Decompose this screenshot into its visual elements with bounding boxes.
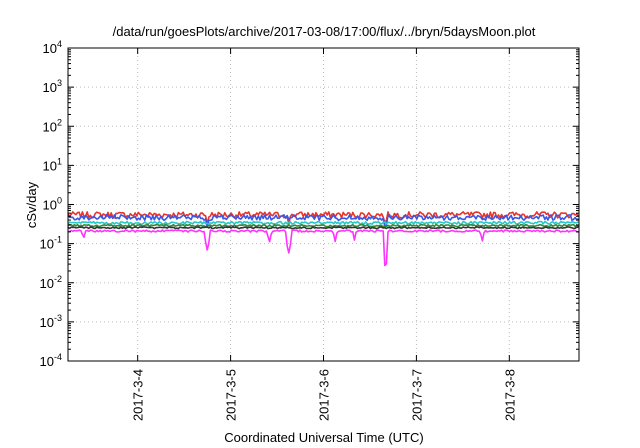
series-line <box>67 220 579 225</box>
x-tick-label: 2017-3-7 <box>409 369 424 421</box>
chart-title: /data/run/goesPlots/archive/2017-03-08/1… <box>113 24 536 39</box>
y-tick-label: 10-2 <box>40 274 62 291</box>
series-line <box>67 229 579 267</box>
y-tick-label: 10-3 <box>40 313 62 330</box>
y-tick-label: 103 <box>43 78 62 95</box>
x-tick-label: 2017-3-4 <box>131 369 146 421</box>
y-tick-exponent: 2 <box>57 117 62 127</box>
series-line <box>67 214 579 228</box>
y-tick-exponent: 3 <box>57 78 62 88</box>
y-tick-exponent: 1 <box>57 156 62 166</box>
y-tick-exponent: 4 <box>57 39 62 49</box>
x-tick-label: 2017-3-8 <box>502 369 517 421</box>
series-group <box>67 211 580 267</box>
y-tick-label: 101 <box>43 156 62 173</box>
series-line <box>67 211 580 225</box>
y-tick-exponent: 0 <box>57 196 62 206</box>
x-tick-label: 2017-3-6 <box>317 369 332 421</box>
series-line <box>67 223 579 228</box>
y-tick-label: 10-4 <box>40 352 62 369</box>
y-tick-exponent: -3 <box>54 313 62 323</box>
series-line <box>67 226 579 230</box>
y-tick-exponent: -2 <box>54 274 62 284</box>
y-tick-exponent: -4 <box>54 352 62 362</box>
y-axis-label: cSv/day <box>24 181 39 228</box>
x-tick-label: 2017-3-5 <box>224 369 239 421</box>
x-axis-label: Coordinated Universal Time (UTC) <box>224 430 423 445</box>
y-tick-exponent: -1 <box>54 235 62 245</box>
y-tick-label: 100 <box>43 196 62 213</box>
x-ticks: 2017-3-4 2017-3-5 2017-3-6 2017-3-7 2017-3-8 <box>131 48 517 421</box>
y-tick-label: 104 <box>43 39 62 56</box>
y-tick-label: 10-1 <box>40 235 62 252</box>
grid <box>68 48 579 361</box>
y-tick-label: 102 <box>43 117 62 134</box>
